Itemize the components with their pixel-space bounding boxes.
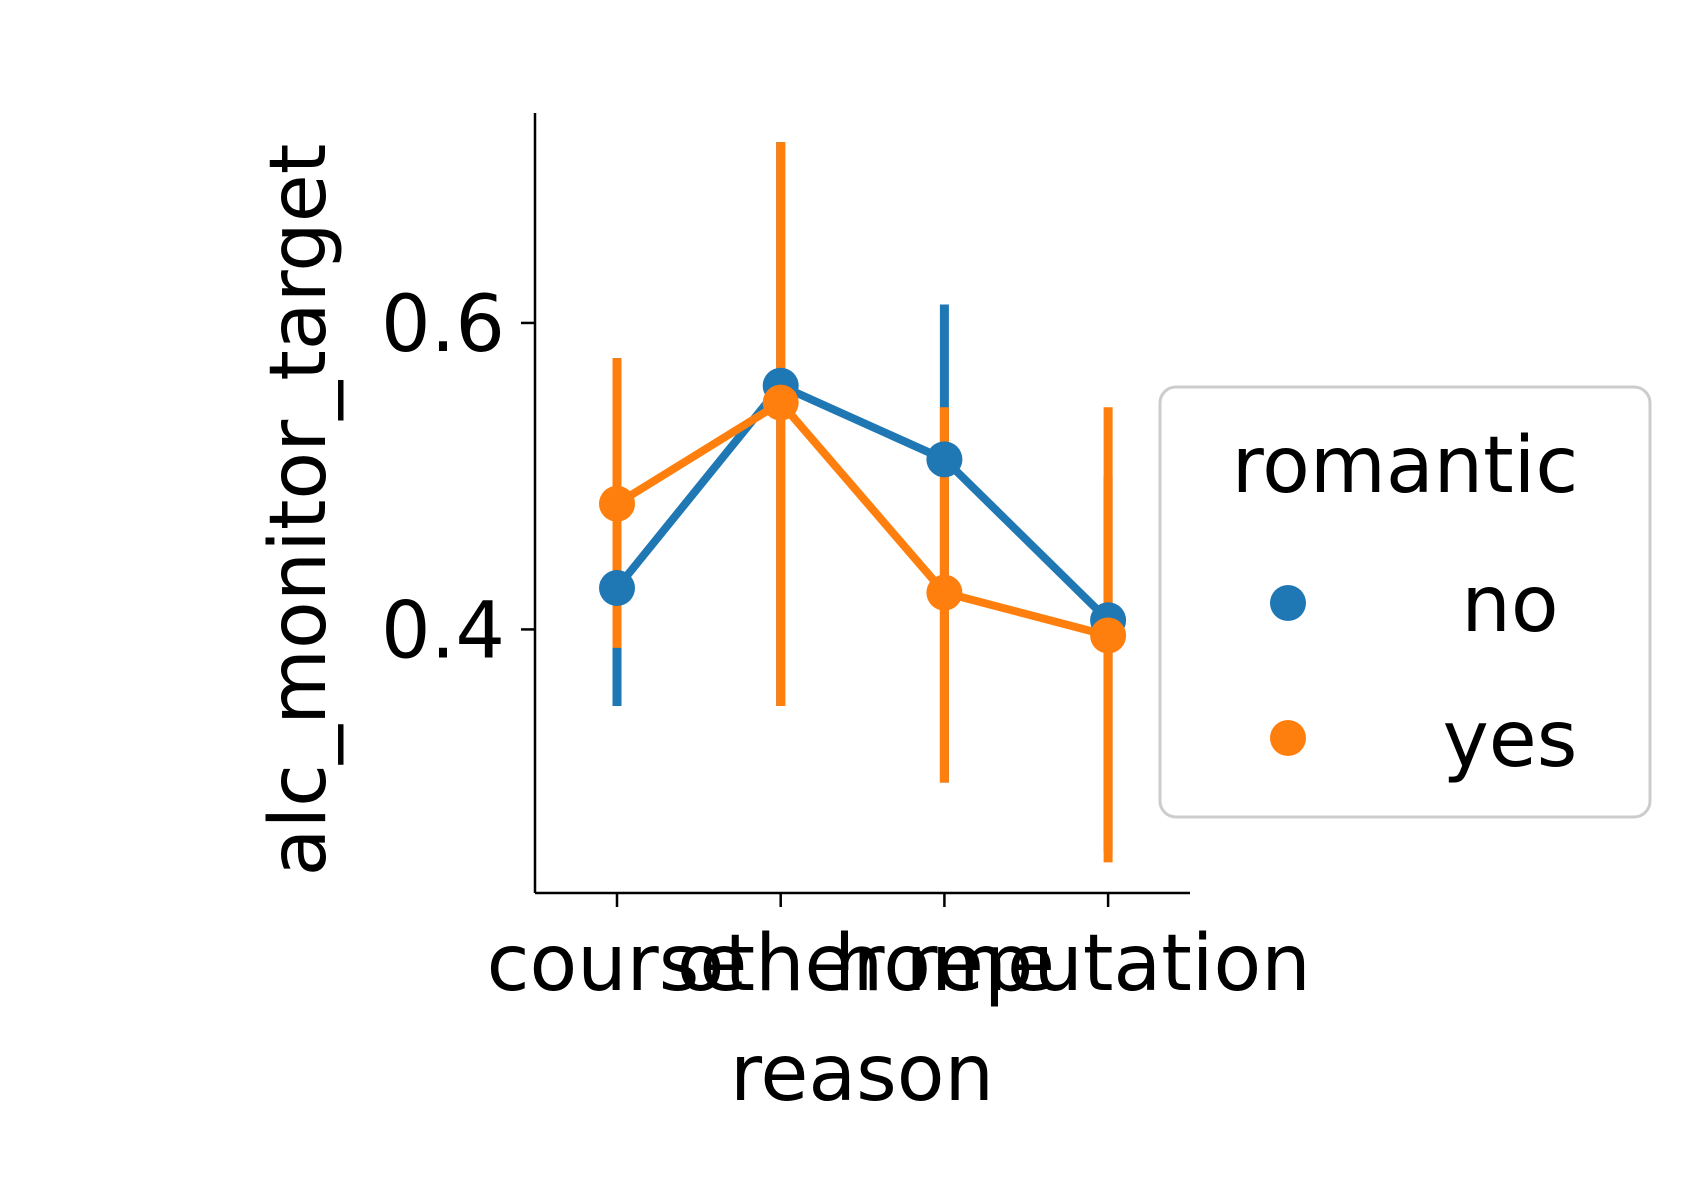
x-tick-label: course (487, 919, 748, 1009)
x-tick-label: other (677, 919, 886, 1009)
legend-label-yes: yes (1443, 695, 1578, 785)
x-axis-label: reason (730, 1029, 994, 1119)
y-axis-label: alc_monitor_target (254, 144, 344, 877)
legend: romantic no yes (1158, 385, 1652, 819)
y-tick-label: 0.4 (381, 586, 505, 676)
legend-marker-yes (1270, 720, 1306, 756)
legend-frame (1158, 385, 1652, 819)
x-tick-label: home (834, 919, 1055, 1009)
data-point-yes (926, 574, 963, 611)
x-tick-label: reputation (906, 919, 1311, 1009)
legend-title: romantic (1232, 421, 1578, 511)
series-line-no (613, 381, 1111, 624)
data-point-no (926, 441, 963, 478)
data-point-no (599, 570, 635, 607)
data-point-yes (1090, 617, 1127, 654)
y-tick-label: 0.6 (381, 280, 505, 370)
chart-marks (599, 142, 1127, 863)
data-point-yes (762, 384, 799, 421)
legend-marker-no (1270, 585, 1306, 621)
data-point-yes (599, 485, 635, 522)
series-line-yes (614, 398, 1110, 640)
legend-label-no: no (1461, 560, 1558, 650)
